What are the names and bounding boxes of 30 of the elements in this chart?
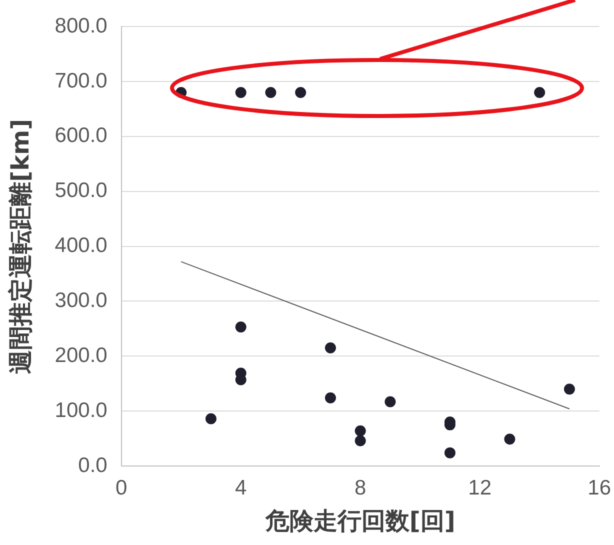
x-tick-label: 16 bbox=[588, 476, 611, 500]
point bbox=[324, 342, 336, 354]
y-tick-label: 700.0 bbox=[54, 69, 108, 92]
point bbox=[504, 434, 516, 445]
x-tick-label: 0 bbox=[116, 476, 128, 500]
point bbox=[444, 447, 456, 458]
y-tick-label: 400.0 bbox=[54, 234, 108, 258]
point bbox=[265, 87, 276, 98]
y-axis-title: 週間推定運転距離[km] bbox=[6, 118, 35, 374]
point bbox=[354, 435, 366, 446]
point bbox=[534, 87, 546, 98]
x-axis-title: 危険走行回数[回] bbox=[264, 506, 456, 535]
x-tick-label: 4 bbox=[235, 476, 247, 500]
point bbox=[354, 425, 366, 436]
point bbox=[324, 392, 336, 404]
point bbox=[295, 87, 306, 98]
x-tick-label: 12 bbox=[468, 476, 492, 500]
point bbox=[235, 322, 246, 333]
y-tick-label: 200.0 bbox=[54, 344, 108, 367]
y-tick-label: 500.0 bbox=[54, 179, 108, 202]
point bbox=[564, 384, 575, 395]
y-tick-label: 800.0 bbox=[54, 14, 108, 38]
point bbox=[384, 396, 396, 408]
point bbox=[205, 413, 216, 424]
y-tick-label: 100.0 bbox=[54, 398, 108, 422]
y-tick-label: 600.0 bbox=[54, 124, 108, 148]
y-tick-label: 0.0 bbox=[78, 454, 108, 477]
y-tick-label: 300.0 bbox=[54, 289, 108, 312]
x-tick-label: 8 bbox=[354, 476, 366, 500]
point bbox=[235, 87, 246, 98]
